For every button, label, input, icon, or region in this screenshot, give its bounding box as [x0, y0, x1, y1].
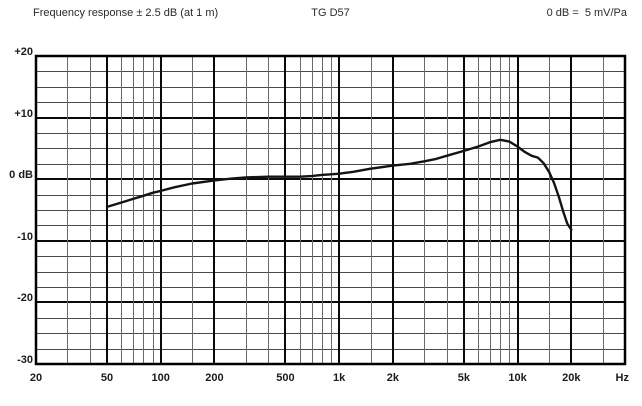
frequency-response-curve [105, 138, 573, 231]
y-tick-label: -10 [17, 230, 33, 243]
y-tick-label: +20 [14, 46, 33, 58]
x-tick-label: 50 [100, 372, 114, 384]
x-tick-label: 1k [333, 372, 346, 384]
x-axis-unit-label: Hz [615, 372, 629, 384]
x-tick-label: 10k [508, 372, 527, 384]
x-tick-label: 500 [276, 372, 295, 384]
y-tick-label: -20 [17, 292, 33, 305]
chart-title: Frequency response ± 2.5 dB (at 1 m) [33, 7, 219, 19]
y-tick-label: -30 [17, 354, 33, 366]
x-tick-label: 200 [205, 372, 224, 384]
x-tick-label: 20k [562, 372, 581, 384]
plot-border [34, 54, 627, 366]
x-tick-label: 100 [151, 372, 170, 384]
y-tick-label: 0 dB [9, 169, 33, 182]
x-tick-label: 2k [386, 372, 399, 384]
model-label: TG D57 [311, 7, 350, 19]
x-tick-label: 20 [29, 372, 43, 384]
y-tick-label: +10 [14, 107, 33, 120]
sensitivity-reference-label: 0 dB = 5 mV/Pa [546, 7, 627, 19]
x-tick-label: 5k [457, 372, 470, 384]
